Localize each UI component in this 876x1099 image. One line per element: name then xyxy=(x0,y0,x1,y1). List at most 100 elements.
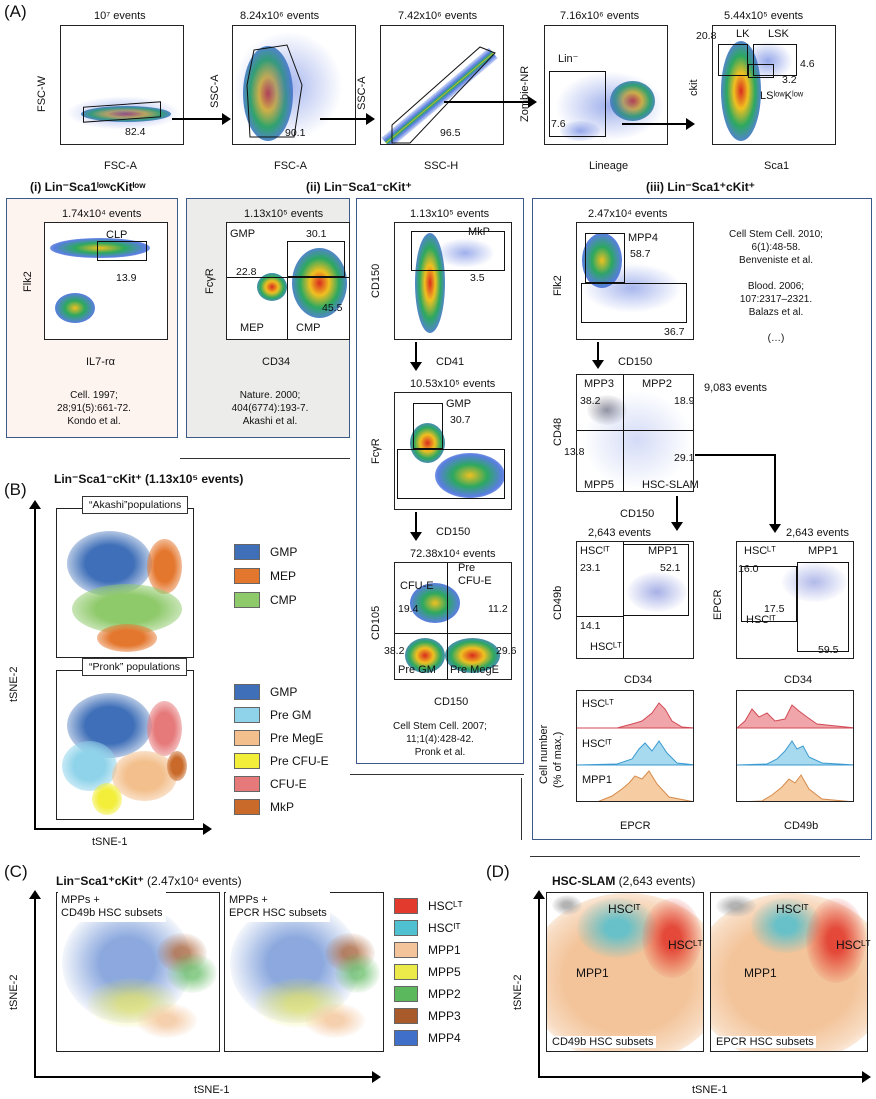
a2-ylabel: SSC-A xyxy=(209,74,221,108)
pronk-p3-v1: 19.4 xyxy=(398,603,419,615)
pronk-p1-mkp: MkP xyxy=(468,226,490,238)
pronk-p2-val: 30.7 xyxy=(450,414,471,426)
d2-hscit: HSCᴵᵀ xyxy=(776,902,809,916)
iii-p2-mpp5: MPP5 xyxy=(584,479,614,491)
iii-p3-ylabel: CD49b xyxy=(552,585,564,620)
iii-p3-events: 2,643 events xyxy=(588,527,651,539)
iii-p2-mpp3: MPP3 xyxy=(584,378,614,390)
sub-ii-a-cmp: CMP xyxy=(296,322,321,334)
d2-mpp1: MPP1 xyxy=(744,966,777,980)
iii-p3-v1: 23.1 xyxy=(580,562,601,574)
iii-p3-xlabel: CD34 xyxy=(624,674,653,686)
iii-p1-ylabel: Flk2 xyxy=(552,275,564,296)
a2-gate-value: 90.1 xyxy=(285,127,306,139)
pronk-p2-events: 10.53x10⁵ events xyxy=(410,378,496,390)
d-xlabel: tSNE-1 xyxy=(692,1084,728,1096)
panel-c-letter: (C) xyxy=(4,862,28,881)
c-legend-label: MPP4 xyxy=(428,1031,461,1045)
pronk-p1-val: 3.5 xyxy=(470,272,485,284)
d2-caption: EPCR HSC subsets xyxy=(714,1036,816,1048)
a2-events: 8.24x10⁶ events xyxy=(240,10,320,22)
c-legend-label: MPP5 xyxy=(428,965,461,979)
hist-y2: (% of max.) xyxy=(552,731,564,788)
d-tsne-cd49b xyxy=(546,892,704,1052)
a2-xlabel: FSC-A xyxy=(274,160,307,172)
pronk-p2-xlabel: CD150 xyxy=(436,526,471,538)
c-legend-label: MPP2 xyxy=(428,987,461,1001)
panel-d-letter: (D) xyxy=(486,862,510,881)
iii-p2-ylabel: CD48 xyxy=(552,417,564,446)
pronk-cite: Cell Stem Cell. 2007; 11;1(4):428-42. Pr… xyxy=(393,721,487,758)
a3-ylabel: SSC-A xyxy=(356,76,368,110)
pronk-p3-pre1: Pre xyxy=(458,562,476,574)
b-legend-akashi-swatch xyxy=(234,568,260,584)
a5-lsklow-val: 3.2 xyxy=(782,74,797,86)
iii-p3-c: HSCᴸᵀ xyxy=(590,641,622,653)
c-legend-swatch xyxy=(394,986,418,1002)
b-legend-akashi-label: MEP xyxy=(270,569,297,583)
b-legend-akashi-label: CMP xyxy=(270,593,297,607)
sub-ii-a-events: 1.13x10⁵ events xyxy=(244,208,324,220)
sub-i-plot xyxy=(44,222,168,340)
a5-ylabel: ckit xyxy=(688,79,700,97)
c-tsne-cd49b xyxy=(56,892,220,1052)
b-legend-pronk-swatch xyxy=(234,799,260,815)
panel-c-title: Lin⁻Sca1⁺cKit⁺ (2.47x10⁴ events) xyxy=(56,874,242,888)
iii-p2-plot xyxy=(576,374,694,492)
b-legend-akashi-swatch xyxy=(234,592,260,608)
hist-y1: Cell number xyxy=(538,724,550,784)
sub-ii-a-mep-val: 22.8 xyxy=(236,266,257,278)
d1-mpp1: MPP1 xyxy=(576,966,609,980)
iii-p4-v1: 16.0 xyxy=(738,563,759,575)
c-legend-label: MPP3 xyxy=(428,1009,461,1023)
a4-ylabel: Zombie-NR xyxy=(519,65,531,122)
sub-i-xlabel: IL7-rα xyxy=(86,356,115,368)
sub-i-ylabel: Flk2 xyxy=(22,271,34,292)
b-box-akashi: “Akashi”populations xyxy=(82,496,189,514)
sub-ii-pronk-box xyxy=(356,198,524,764)
sub-i-events: 1.74x10⁴ events xyxy=(62,208,142,220)
pronk-p3-v2: 11.2 xyxy=(488,603,508,615)
hist-l1: HSCᴸᵀ xyxy=(582,698,614,710)
iii-p4-ylabel: EPCR xyxy=(712,589,724,620)
panel-b-letter: (B) xyxy=(4,480,27,499)
panel-d-title: HSC-SLAM (2,643 events) xyxy=(552,874,696,888)
b-tsne-pronk xyxy=(56,670,194,820)
sub-ii-a-plot xyxy=(226,222,350,340)
a4-events: 7.16x10⁶ events xyxy=(560,10,640,22)
a1-plot xyxy=(60,25,184,145)
d1-hscit: HSCᴵᵀ xyxy=(608,902,641,916)
pronk-p3-cfue: CFU-E xyxy=(400,580,434,592)
pronk-p3-pregm: Pre GM xyxy=(398,664,436,676)
pronk-p3-premege: Pre MegE xyxy=(450,664,499,676)
panel-b-title: Lin⁻Sca1⁻cKit⁺ (1.13x10⁵ events) xyxy=(54,472,244,486)
iii-p3-a: HSCᴵᵀ xyxy=(580,545,610,557)
a4-xlabel: Lineage xyxy=(589,160,629,172)
a1-ylabel: FSC-W xyxy=(36,75,48,112)
iii-p1-xlabel: CD150 xyxy=(618,356,653,368)
hist-cd49b-plot xyxy=(736,690,854,802)
b-legend-pronk-swatch xyxy=(234,730,260,746)
a4-gate-value: 7.6 xyxy=(551,118,566,130)
pronk-p1-xlabel: CD41 xyxy=(436,356,465,368)
iii-p4-c: HSCᴵᵀ xyxy=(746,614,776,626)
iii-p2-slam: HSC-SLAM xyxy=(642,479,699,491)
hist-x2: CD49b xyxy=(784,820,819,832)
a5-lk-val: 20.8 xyxy=(696,30,717,42)
sub-iii-box xyxy=(532,198,872,840)
b-legend-pronk-swatch xyxy=(234,707,260,723)
iii-p3-v2: 52.1 xyxy=(660,562,681,574)
a3-gate-value: 96.5 xyxy=(440,127,461,139)
iii-p3-b: MPP1 xyxy=(648,545,678,557)
iii-p4-a: HSCᴸᵀ xyxy=(744,545,776,557)
pronk-p2-ylabel: FcγR xyxy=(370,438,382,464)
sub-i-clp: CLP xyxy=(106,229,128,241)
b-legend-pronk-swatch xyxy=(234,776,260,792)
iii-p2-xlabel: CD150 xyxy=(620,508,655,520)
iii-p2-mpp2: MPP2 xyxy=(642,378,672,390)
iii-p4-b: MPP1 xyxy=(808,545,838,557)
b-legend-pronk-label: GMP xyxy=(270,685,298,699)
sub-ii-a-mep: MEP xyxy=(240,322,264,334)
sub-i-title: (i) Lin⁻Sca1ˡᵒʷcKitˡᵒʷ xyxy=(30,180,146,194)
c-ylabel: tSNE-2 xyxy=(8,974,20,1010)
